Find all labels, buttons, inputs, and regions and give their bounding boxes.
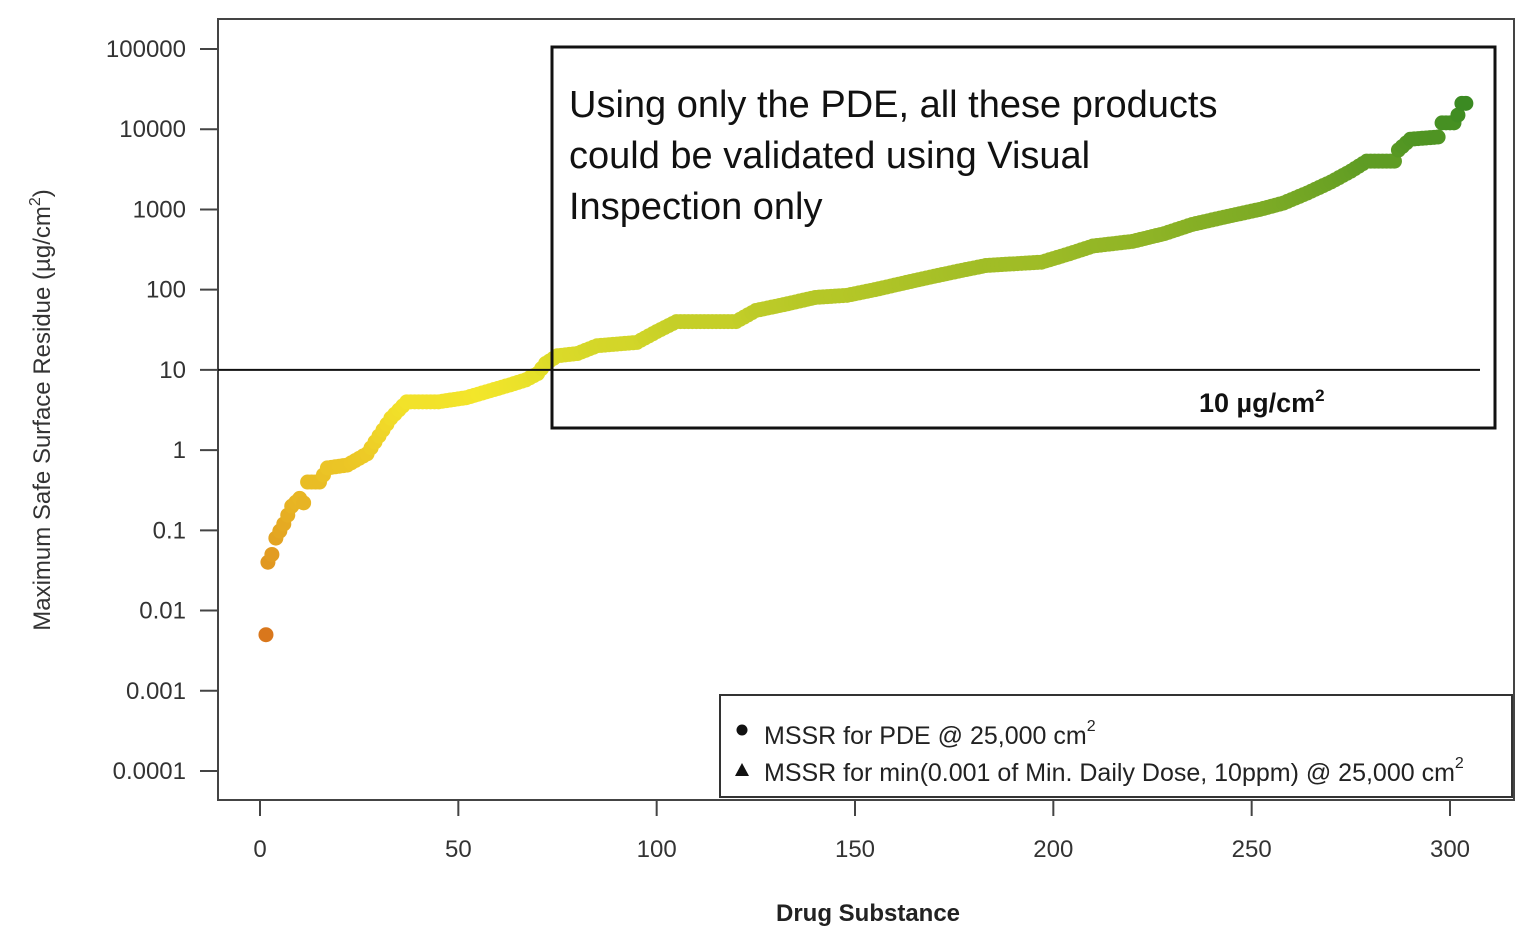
y-tick-label: 1 <box>173 437 186 464</box>
y-axis-title-close: ) <box>29 189 56 197</box>
x-tick-label: 250 <box>1232 836 1272 863</box>
reference-label-sup: 2 <box>1315 386 1324 405</box>
x-tick-label: 200 <box>1033 836 1073 863</box>
legend-label-sup: 2 <box>1455 755 1464 772</box>
annotation-line: Using only the PDE, all these products <box>569 84 1217 126</box>
data-point <box>1450 107 1466 123</box>
y-tick-label: 100 <box>146 277 186 304</box>
y-axis-title-sup: 2 <box>27 197 44 206</box>
y-tick-label: 10 <box>159 357 186 384</box>
x-tick-label: 150 <box>835 836 875 863</box>
y-tick-label: 100000 <box>106 36 186 63</box>
legend-label: MSSR for min(0.001 of Min. Daily Dose, 1… <box>764 755 1464 787</box>
reference-label-text: 10 µg/cm <box>1199 388 1315 418</box>
x-axis-title: Drug Substance <box>776 900 960 927</box>
legend-box <box>719 694 1513 798</box>
data-point <box>264 546 280 562</box>
x-axis: 0 50 100 150 200 250 300 <box>253 800 1470 863</box>
y-axis-title-text: Maximum Safe Surface Residue (µg/cm <box>29 206 56 631</box>
data-point <box>258 627 274 643</box>
x-tick-label: 0 <box>253 836 266 863</box>
legend-label-text: MSSR for min(0.001 of Min. Daily Dose, 1… <box>764 759 1455 787</box>
annotation-line: Inspection only <box>569 186 823 228</box>
plot-frame <box>217 18 1515 801</box>
data-point <box>296 495 312 511</box>
legend-triangle-marker <box>735 763 749 776</box>
x-tick-label: 50 <box>445 836 472 863</box>
y-tick-label: 0.0001 <box>113 758 186 785</box>
reference-line-label: 10 µg/cm2 <box>1199 386 1325 418</box>
annotation-line: could be validated using Visual <box>569 135 1090 177</box>
x-tick-label: 300 <box>1430 836 1470 863</box>
data-point <box>1458 95 1474 111</box>
y-axis-title: Maximum Safe Surface Residue (µg/cm2) <box>27 189 56 631</box>
y-tick-label: 0.001 <box>126 678 186 705</box>
y-tick-label: 1000 <box>133 196 186 223</box>
annotation-text: Using only the PDE, all these products co… <box>569 84 1217 228</box>
y-tick-label: 0.1 <box>153 517 186 544</box>
y-tick-label: 10000 <box>119 116 186 143</box>
x-tick-label: 100 <box>637 836 677 863</box>
legend-circle-marker <box>736 724 748 736</box>
data-points <box>258 95 1474 643</box>
legend-label-sup: 2 <box>1087 718 1096 735</box>
data-point <box>1430 129 1446 145</box>
y-axis: 0.0001 0.001 0.01 0.1 1 10 100 1000 10000 100000 <box>106 36 218 785</box>
legend-label: MSSR for PDE @ 25,000 cm2 <box>764 718 1096 750</box>
annotation-box <box>550 45 1497 430</box>
legend-label-text: MSSR for PDE @ 25,000 cm <box>764 722 1087 750</box>
y-tick-label: 0.01 <box>139 598 186 625</box>
